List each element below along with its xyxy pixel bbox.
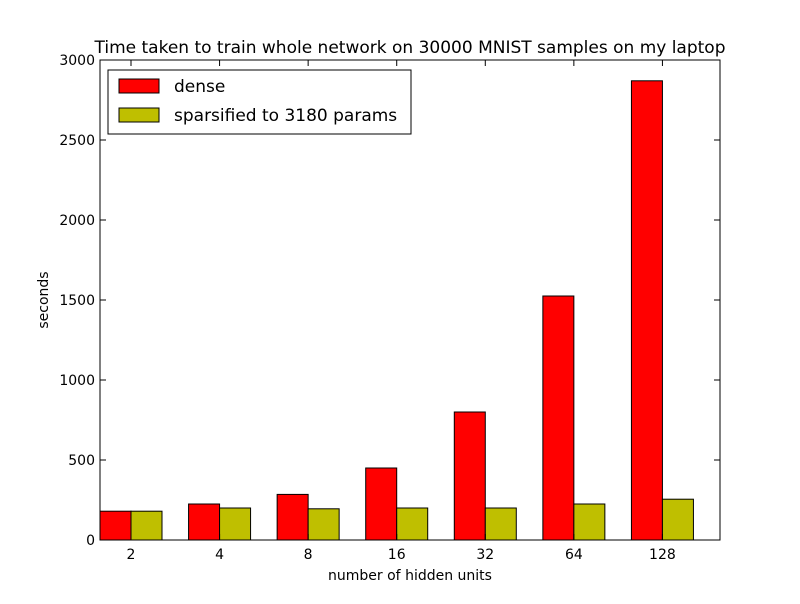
x-tick-label-128: 128 [649, 547, 676, 563]
y-tick-label-3000: 3000 [59, 53, 95, 69]
bars-group [99, 80, 694, 541]
x-tick-label-2: 2 [127, 547, 136, 563]
legend-swatch-dense [118, 78, 160, 94]
bar-dense-32 [453, 411, 486, 541]
y-tick-label-2500: 2500 [59, 133, 95, 149]
bar-sparsified-2 [130, 510, 163, 541]
bar-dense-4 [188, 503, 221, 541]
bar-dense-64 [542, 295, 575, 541]
x-tick-label-8: 8 [304, 547, 313, 563]
bar-sparsified-64 [573, 503, 606, 541]
y-tick-label-500: 500 [68, 453, 95, 469]
legend: dense sparsified to 3180 params [107, 69, 412, 135]
x-tick-label-32: 32 [476, 547, 494, 563]
bar-dense-8 [276, 493, 309, 541]
bar-sparsified-32 [484, 507, 517, 541]
legend-label-sparsified: sparsified to 3180 params [174, 106, 397, 126]
x-axis-label: number of hidden units [328, 568, 492, 584]
bar-dense-16 [365, 467, 398, 541]
bar-sparsified-16 [396, 507, 429, 541]
y-tick-label-1000: 1000 [59, 373, 95, 389]
chart-title: Time taken to train whole network on 300… [93, 38, 725, 58]
y-axis-label: seconds [36, 271, 52, 328]
x-tick-label-64: 64 [565, 547, 583, 563]
bar-dense-2 [99, 510, 132, 541]
y-tick-label-2000: 2000 [59, 213, 95, 229]
legend-swatch-sparsified [118, 107, 160, 123]
bar-sparsified-128 [661, 498, 694, 541]
legend-label-dense: dense [174, 77, 225, 97]
y-tick-label-0: 0 [86, 533, 95, 549]
bar-sparsified-4 [219, 507, 252, 541]
plot-frame [99, 59, 721, 541]
x-tick-label-4: 4 [215, 547, 224, 563]
bar-sparsified-8 [307, 508, 340, 541]
bar-dense-128 [630, 80, 663, 541]
x-tick-label-16: 16 [388, 547, 406, 563]
y-tick-label-1500: 1500 [59, 293, 95, 309]
